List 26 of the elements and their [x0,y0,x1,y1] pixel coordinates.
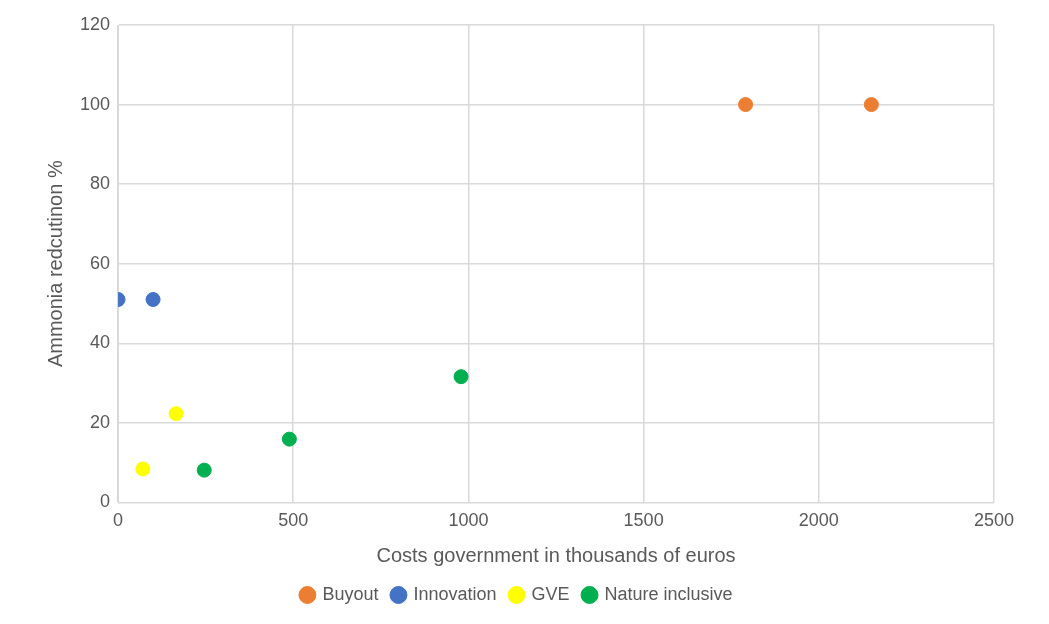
x-tick-label: 500 [278,510,309,531]
x-tick-label: 0 [113,510,124,531]
y-tick-label: 0 [100,491,111,512]
point [738,97,754,113]
legend-label: Innovation [413,583,497,604]
point [196,462,212,478]
point [863,97,879,113]
point [168,406,184,422]
x-tick-label: 1500 [623,510,664,531]
legend-label: Buyout [322,583,379,604]
point [135,461,151,477]
y-tick-label: 100 [79,93,111,114]
y-tick-label: 20 [90,411,111,432]
legend-label: GVE [531,583,570,604]
y-tick-label: 60 [90,252,111,273]
point [281,431,297,447]
x-tick-label: 1000 [448,510,489,531]
legend-label: Nature inclusive [604,583,733,604]
y-axis-title: Ammonia redcutinon % [43,160,66,368]
point [453,369,469,385]
y-tick-label: 80 [90,173,111,194]
y-tick-label: 40 [90,332,111,353]
x-axis-title: Costs government in thousands of euros [376,543,736,566]
x-tick-label: 2000 [798,510,839,531]
y-tick-label: 120 [79,13,111,34]
x-tick-label: 2500 [973,510,1015,531]
